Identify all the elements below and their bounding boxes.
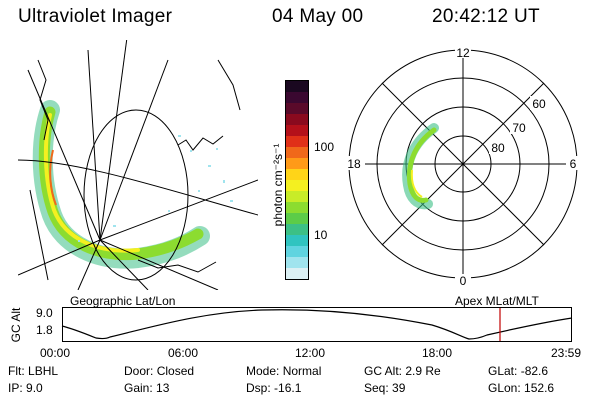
observation-time: 20:42:12 UT [432, 6, 540, 27]
polar-mlt-18: 18 [347, 157, 361, 171]
colorbar-gradient [286, 81, 308, 279]
timeline-xtick-1200: 12:00 [295, 346, 326, 360]
polar-mlt-12: 12 [456, 46, 470, 60]
colorbar-segment [286, 180, 308, 191]
colorbar-tick-100: 100 [314, 140, 335, 154]
geographic-map [18, 40, 258, 290]
status-glon: GLon: 152.6 [488, 381, 554, 395]
status-gc-alt-value: 2.9 Re [405, 364, 441, 378]
status-ip-value: 9.0 [26, 381, 43, 395]
status-glon-value: 152.6 [524, 381, 555, 395]
timeline-xtick-1800: 18:00 [422, 346, 453, 360]
timeline-xtick-0000: 00:00 [40, 346, 71, 360]
status-filter: Flt: LBHL [8, 364, 58, 378]
timeline-axis-label: GC Alt [9, 307, 23, 343]
colorbar-tick-10: 10 [314, 228, 328, 242]
colorbar-segment [286, 257, 308, 268]
status-seq: Seq: 39 [364, 381, 405, 395]
colorbar [285, 80, 309, 280]
status-ip-label: IP: [8, 381, 23, 395]
colorbar-segment [286, 103, 308, 114]
status-mode-value: Normal [282, 364, 322, 378]
status-dsp-value: -16.1 [274, 381, 302, 395]
status-gc-alt: GC Alt: 2.9 Re [364, 364, 441, 378]
colorbar-segment [286, 235, 308, 246]
colorbar-segment [286, 268, 308, 279]
polar-mlt-0: 0 [460, 274, 467, 288]
polar-map: 12 18 6 0 60 70 80 [343, 46, 580, 288]
colorbar-segment [286, 158, 308, 169]
altitude-timeline [61, 307, 573, 342]
geographic-map-label: Geographic Lat/Lon [70, 294, 176, 308]
status-gain-label: Gain: [124, 381, 153, 395]
status-glon-label: GLon: [488, 381, 521, 395]
status-mode-label: Mode: [246, 364, 280, 378]
colorbar-segment [286, 213, 308, 224]
status-mode: Mode: Normal [246, 364, 321, 378]
status-gc-alt-label: GC Alt: [364, 364, 403, 378]
polar-lat-60: 60 [532, 97, 546, 111]
status-dsp: Dsp: -16.1 [246, 381, 301, 395]
status-filter-label: Flt: [8, 364, 25, 378]
timeline-ytick-low: 1.8 [36, 323, 53, 337]
observation-date: 04 May 00 [272, 6, 364, 27]
timeline-xtick-2359: 23:59 [551, 346, 582, 360]
colorbar-segment [286, 136, 308, 147]
colorbar-segment [286, 202, 308, 213]
timeline-ytick-high: 9.0 [36, 306, 53, 320]
colorbar-segment [286, 169, 308, 180]
colorbar-segment [286, 224, 308, 235]
polar-lat-70: 70 [512, 121, 526, 135]
status-filter-value: LBHL [28, 364, 59, 378]
polar-lat-80: 80 [491, 141, 505, 155]
colorbar-segment [286, 81, 308, 92]
status-glat: GLat: -82.6 [488, 364, 548, 378]
status-glat-label: GLat: [488, 364, 518, 378]
status-seq-label: Seq: [364, 381, 389, 395]
status-door-value: Closed [156, 364, 195, 378]
colorbar-segment [286, 191, 308, 202]
colorbar-unit-label: photon cm⁻²s⁻¹ [271, 143, 285, 227]
timeline-xtick-0600: 06:00 [168, 346, 199, 360]
instrument-title: Ultraviolet Imager [18, 6, 173, 27]
status-gain: Gain: 13 [124, 381, 169, 395]
colorbar-segment [286, 114, 308, 125]
status-gain-value: 13 [156, 381, 170, 395]
status-dsp-label: Dsp: [246, 381, 271, 395]
colorbar-segment [286, 92, 308, 103]
colorbar-segment [286, 147, 308, 158]
status-door: Door: Closed [124, 364, 194, 378]
polar-mlt-6: 6 [570, 157, 577, 171]
polar-map-label: Apex MLat/MLT [455, 294, 539, 308]
status-door-label: Door: [124, 364, 154, 378]
status-glat-value: -82.6 [520, 364, 549, 378]
colorbar-segment [286, 246, 308, 257]
status-ip: IP: 9.0 [8, 381, 43, 395]
colorbar-segment [286, 125, 308, 136]
status-seq-value: 39 [392, 381, 406, 395]
